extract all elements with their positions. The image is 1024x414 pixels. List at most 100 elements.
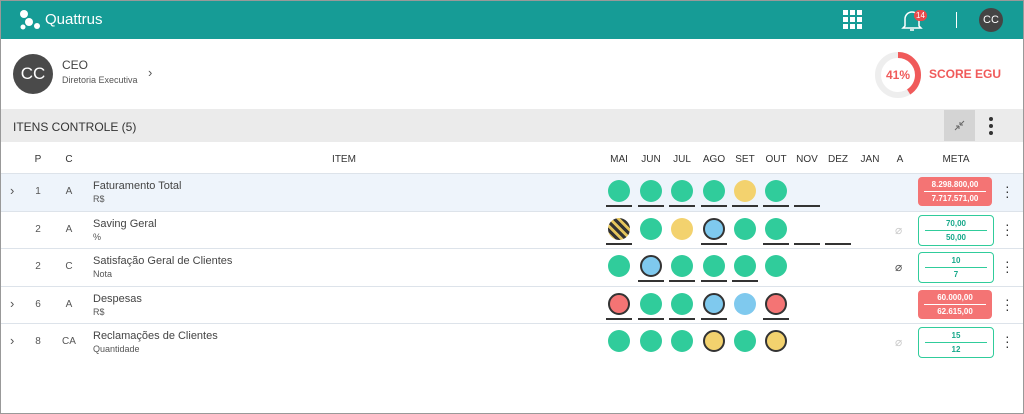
section-menu[interactable]: [987, 116, 995, 136]
status-dot[interactable]: [703, 255, 725, 277]
meta-separator: [924, 191, 986, 192]
status-dot[interactable]: [765, 180, 787, 202]
status-dot[interactable]: [671, 330, 693, 352]
row-menu[interactable]: · · ·: [1005, 178, 1010, 204]
expand-chevron[interactable]: ›: [10, 183, 15, 198]
expand-chevron[interactable]: ›: [10, 333, 15, 348]
status-dot[interactable]: [734, 217, 756, 240]
status-underline: [606, 242, 632, 245]
status-dot[interactable]: [640, 330, 662, 352]
status-dot[interactable]: [640, 217, 662, 240]
row-menu[interactable]: · · ·: [1005, 253, 1010, 279]
status-dot[interactable]: [703, 292, 725, 315]
status-underline: [763, 242, 789, 245]
column-header: DEZ: [828, 154, 848, 165]
attachment-icon[interactable]: ⌀: [895, 335, 903, 349]
status-dot[interactable]: [608, 292, 630, 315]
meta-target: 60.000,00: [937, 292, 973, 302]
section-title: ITENS CONTROLE (5): [13, 120, 137, 134]
status-dot[interactable]: [703, 180, 725, 202]
status-underline: [794, 242, 820, 245]
status-underline: [669, 280, 695, 282]
status-dot[interactable]: [671, 180, 693, 202]
status-underline: [606, 205, 632, 207]
notification-badge: 14: [914, 10, 927, 21]
status-dot[interactable]: [703, 330, 725, 352]
status-underline: [669, 205, 695, 207]
status-underline: [732, 205, 758, 207]
meta-actual: 7: [953, 270, 959, 279]
status-dot[interactable]: [640, 292, 662, 315]
status-dot[interactable]: [734, 292, 756, 315]
item-name[interactable]: Despesas: [93, 292, 142, 305]
meta-box: 10 7: [918, 252, 994, 283]
meta-separator: [925, 267, 987, 268]
row-menu[interactable]: · · ·: [1005, 215, 1010, 242]
item-unit: Nota: [93, 269, 113, 279]
status-dot[interactable]: [608, 180, 630, 202]
status-underline: [638, 280, 664, 282]
row-menu[interactable]: · · ·: [1005, 290, 1010, 317]
status-dot[interactable]: [608, 217, 630, 240]
status-dot[interactable]: [765, 292, 787, 315]
table-row[interactable]: 2 A Saving Geral% ⌀ 70,00 50,00 · · ·: [1, 210, 1023, 249]
class: CA: [62, 336, 76, 347]
status-underline: [701, 280, 727, 282]
item-name[interactable]: Faturamento Total: [93, 180, 182, 192]
status-dot[interactable]: [734, 330, 756, 352]
status-dot[interactable]: [765, 255, 787, 277]
score-title: SCORE EGU: [929, 67, 1002, 81]
status-dot[interactable]: [765, 217, 787, 240]
column-header: JAN: [860, 154, 880, 165]
attachment-icon[interactable]: ⌀: [895, 260, 903, 274]
item-unit: Quantidade: [93, 344, 140, 354]
column-header: META: [942, 154, 970, 165]
expand-chevron[interactable]: ›: [10, 295, 15, 311]
column-header: AGO: [702, 154, 726, 165]
status-dot[interactable]: [608, 330, 630, 352]
status-dot[interactable]: [671, 217, 693, 240]
column-header: OUT: [765, 154, 787, 165]
collapse-button[interactable]: [944, 110, 975, 141]
status-dot[interactable]: [640, 255, 662, 277]
item-unit: R$: [93, 194, 105, 204]
meta-box: 15 12: [918, 327, 994, 358]
status-dot[interactable]: [734, 180, 756, 202]
status-dot[interactable]: [703, 217, 725, 240]
item-name[interactable]: Reclamações de Clientes: [93, 330, 218, 342]
brand[interactable]: Quattrus: [45, 11, 103, 28]
status-underline: [763, 205, 789, 207]
meta-actual: 12: [951, 345, 961, 354]
status-underline: [638, 205, 664, 207]
status-dot[interactable]: [734, 255, 756, 277]
meta-separator: [925, 342, 987, 343]
top-bar: Quattrus 14 CC: [1, 1, 1023, 39]
table-row[interactable]: 2 C Satisfação Geral de Clientes Nota ⌀ 10 7 · ·…: [1, 248, 1023, 286]
table-row[interactable]: › 8 CA Reclamações de Clientes Quantidade ⌀ 15…: [1, 323, 1023, 361]
column-header: JUN: [641, 154, 661, 165]
priority: 6: [35, 298, 41, 310]
meta-box: 70,00 50,00: [918, 214, 994, 246]
status-dot[interactable]: [671, 255, 693, 277]
table-row[interactable]: › 1 A Faturamento Total R$ 8.298.800,00 7.717.…: [1, 173, 1023, 211]
status-dot[interactable]: [608, 255, 630, 277]
status-underline: [701, 242, 727, 245]
apps-icon[interactable]: [843, 10, 863, 30]
attachment-icon[interactable]: ⌀: [895, 222, 903, 237]
meta-box: 60.000,00 62.615,00: [918, 289, 992, 319]
status-dot[interactable]: [765, 330, 787, 352]
item-name[interactable]: Saving Geral: [93, 217, 157, 230]
column-header: A: [896, 154, 904, 165]
status-underline: [701, 205, 727, 207]
user-avatar[interactable]: CC: [979, 8, 1003, 32]
profile-chevron[interactable]: ›: [148, 65, 153, 80]
status-underline: [794, 205, 820, 207]
row-menu[interactable]: · · ·: [1005, 328, 1010, 354]
meta-actual: 62.615,00: [937, 306, 973, 316]
table-row[interactable]: › 6 A Despesas R$ 60.000,00 62.615,00 · · ·: [1, 285, 1023, 324]
item-name[interactable]: Satisfação Geral de Clientes: [93, 255, 233, 267]
status-underline: [669, 317, 695, 320]
column-header: C: [65, 154, 73, 165]
status-dot[interactable]: [671, 292, 693, 315]
status-dot[interactable]: [640, 180, 662, 202]
